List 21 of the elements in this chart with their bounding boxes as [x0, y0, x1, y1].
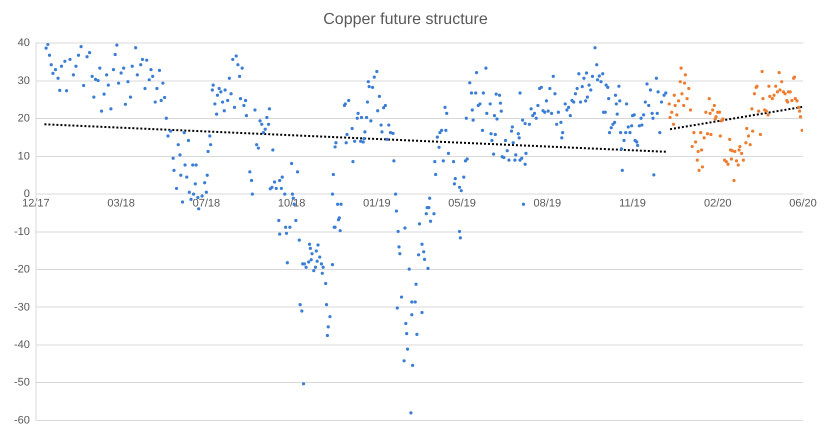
- y-tick-label: -60: [14, 414, 30, 426]
- y-tick-label: 10: [18, 150, 30, 162]
- x-tick-label: 01/19: [363, 198, 391, 210]
- y-tick-label: -40: [14, 338, 30, 351]
- y-tick-label: -20: [14, 264, 30, 276]
- y-tick-label: 40: [18, 37, 30, 50]
- x-tick-label: 11/19: [619, 198, 646, 210]
- x-tick-label: 03/18: [107, 198, 135, 210]
- y-tick-label: 30: [18, 74, 30, 87]
- x-tick-label: 10/18: [278, 198, 306, 210]
- y-tick-label: -10: [14, 226, 30, 238]
- x-tick-label: 05/19: [448, 198, 476, 210]
- x-tick-label: 08/19: [534, 198, 562, 210]
- y-tick-label: 0: [24, 188, 30, 200]
- chart-title: Copper future structure: [323, 11, 488, 28]
- y-tick-label: 20: [18, 112, 30, 125]
- x-tick-label: 06/20: [789, 198, 817, 210]
- y-tick-label: -50: [14, 376, 30, 389]
- x-tick-label: 02/20: [704, 198, 732, 210]
- y-tick-label: -30: [14, 301, 30, 314]
- x-tick-label: 07/18: [192, 198, 220, 210]
